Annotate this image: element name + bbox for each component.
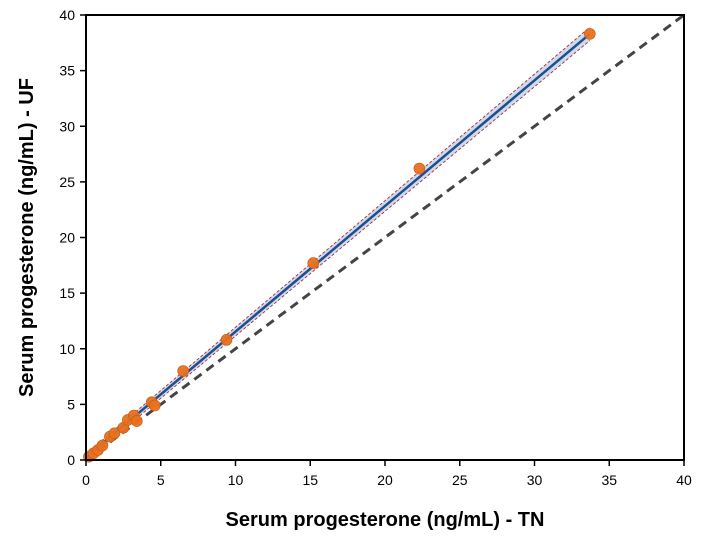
- data-point: [584, 28, 596, 40]
- data-point: [148, 399, 161, 412]
- x-axis-title: Serum progesterone (ng/mL) - TN: [226, 509, 545, 531]
- y-tick-label: 15: [59, 285, 75, 301]
- line-layer: [86, 15, 684, 460]
- confidence-band-layer: [86, 26, 591, 460]
- x-tick-label: 25: [452, 472, 468, 488]
- x-tick-label: 10: [228, 472, 244, 488]
- x-tick-label: 20: [377, 472, 393, 488]
- y-tick-label: 30: [59, 118, 75, 134]
- y-tick-label: 35: [59, 63, 75, 79]
- y-tick-label: 20: [59, 230, 75, 246]
- data-point: [108, 427, 121, 440]
- band-lower-bound: [86, 40, 591, 460]
- y-tick-label: 40: [59, 7, 75, 23]
- data-point: [96, 439, 109, 452]
- data-point: [307, 257, 320, 269]
- y-axis-title: Serum progesterone (ng/mL) - UF: [16, 78, 38, 397]
- y-tick-label: 10: [59, 341, 75, 357]
- x-tick-label: 40: [676, 472, 692, 488]
- x-tick-label: 35: [601, 472, 617, 488]
- x-axis-ticks: 0 5 10 15 20 25 30 35 40: [82, 460, 692, 488]
- data-point: [413, 162, 426, 175]
- regression-line: [86, 32, 591, 459]
- x-tick-label: 5: [157, 472, 165, 488]
- y-tick-label: 25: [59, 174, 75, 190]
- identity-line: [86, 15, 684, 460]
- y-tick-label: 0: [67, 452, 75, 468]
- point-layer: [83, 28, 596, 463]
- data-point: [220, 334, 233, 346]
- y-axis-ticks: 0 5 10 15 20 25 30 35 40: [59, 7, 86, 468]
- y-tick-label: 5: [67, 396, 75, 412]
- x-tick-label: 0: [82, 472, 90, 488]
- x-tick-label: 15: [302, 472, 318, 488]
- confidence-band: [86, 27, 590, 460]
- band-upper-bound: [86, 26, 591, 455]
- data-point: [177, 365, 189, 377]
- x-tick-label: 30: [527, 472, 543, 488]
- data-point: [131, 415, 143, 427]
